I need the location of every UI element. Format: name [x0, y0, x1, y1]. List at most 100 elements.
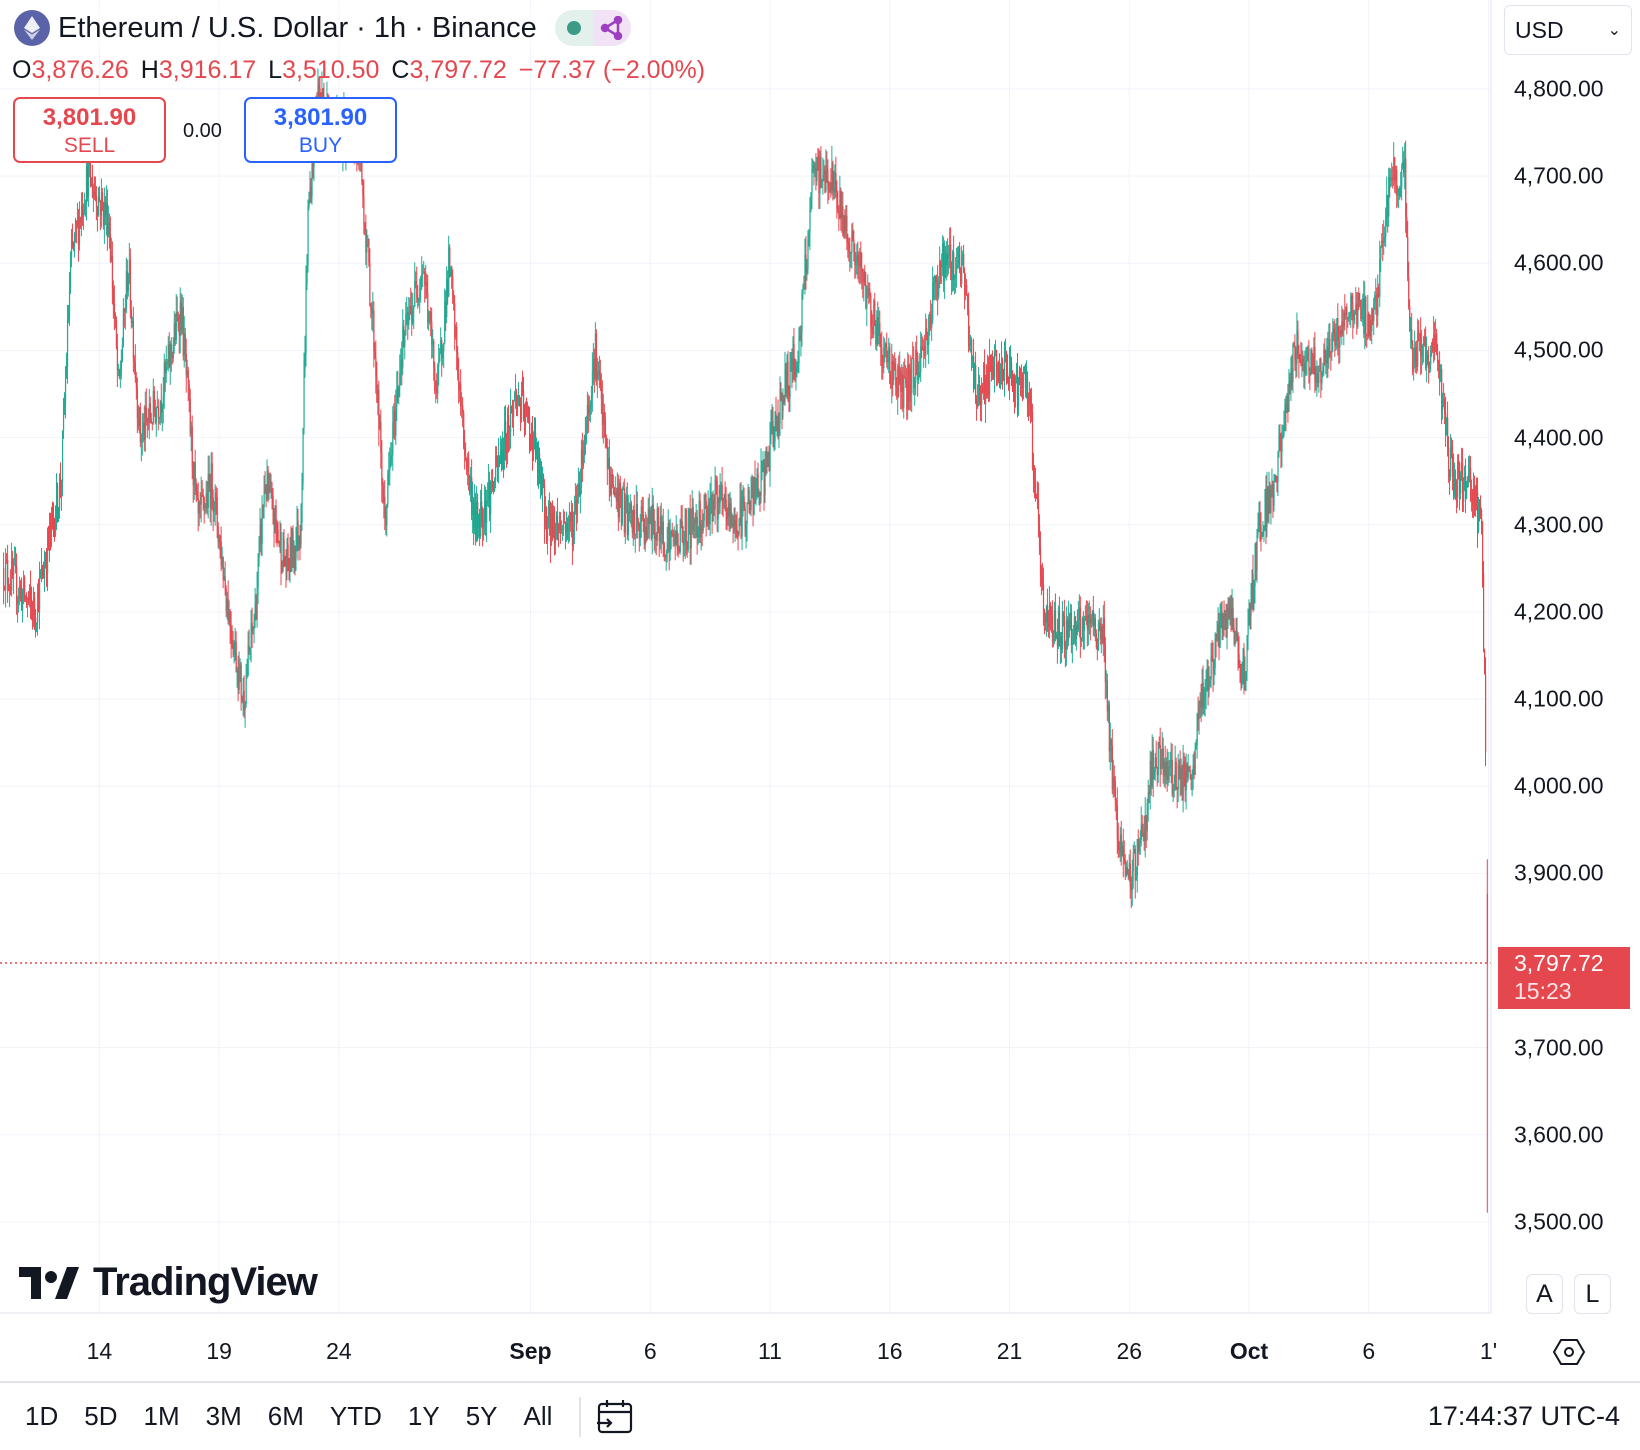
candle-body: [1058, 610, 1061, 646]
candle-body: [289, 537, 291, 568]
candle-body: [1123, 858, 1125, 861]
candle-body: [803, 287, 805, 290]
candle-body: [33, 597, 35, 622]
candle-body: [1042, 584, 1045, 610]
range-button-3m[interactable]: 3M: [205, 1401, 242, 1431]
range-button-5y[interactable]: 5Y: [465, 1401, 498, 1431]
range-button-all[interactable]: All: [523, 1401, 553, 1431]
candle-body: [291, 531, 293, 568]
candle-body: [1105, 680, 1107, 682]
share-icon[interactable]: [592, 10, 631, 46]
candle-body: [1070, 612, 1073, 645]
range-button-1m[interactable]: 1M: [143, 1401, 180, 1431]
candle-body: [477, 502, 479, 528]
candle-body: [178, 327, 180, 336]
candle-body: [179, 301, 181, 336]
candle-body: [1191, 774, 1193, 780]
candle-body: [47, 531, 49, 575]
candle-body: [1422, 345, 1424, 347]
candle-body: [122, 308, 125, 346]
time-axis-label: Oct: [1229, 1338, 1269, 1364]
time-axis-label: 11: [758, 1338, 782, 1364]
candle-body: [677, 547, 679, 550]
candle-body: [1275, 475, 1277, 480]
clock[interactable]: 17:44:37 UTC-4: [1427, 1401, 1620, 1431]
candle-body: [1236, 630, 1238, 634]
candle-body: [602, 412, 605, 426]
candle-body: [830, 182, 832, 191]
candle-body: [439, 352, 441, 362]
symbol-header[interactable]: Ethereum / U.S. Dollar · 1h · Binance: [14, 10, 631, 46]
auto-scale-button[interactable]: A: [1526, 1274, 1563, 1314]
candle-body: [711, 495, 713, 521]
tradingview-logo[interactable]: TradingView: [19, 1260, 318, 1305]
candle-body: [377, 389, 379, 403]
range-button-ytd[interactable]: YTD: [329, 1401, 382, 1431]
candle-body: [1433, 334, 1435, 352]
candle-body: [1253, 586, 1255, 594]
settings-gear-icon[interactable]: [1552, 1337, 1586, 1367]
candle-body: [995, 350, 997, 352]
candle-body: [183, 333, 185, 356]
candle-body: [571, 511, 574, 547]
candle-body: [25, 596, 27, 600]
candle-body: [662, 521, 664, 544]
candle-body: [87, 165, 90, 197]
time-axis-label: 16: [876, 1338, 903, 1364]
candle-body: [1316, 373, 1318, 383]
candle-body: [1231, 607, 1233, 617]
candle-body: [848, 244, 850, 252]
range-button-1y[interactable]: 1Y: [407, 1401, 440, 1431]
candle-body: [716, 480, 718, 520]
candle-body: [889, 347, 891, 384]
range-button-6m[interactable]: 6M: [267, 1401, 304, 1431]
candle-body: [1215, 638, 1217, 641]
status-pill[interactable]: [554, 10, 631, 46]
candle-body: [720, 484, 722, 490]
candle-body: [390, 455, 392, 462]
candle-body: [1175, 761, 1177, 789]
candle-body: [1468, 474, 1470, 481]
candle-body: [216, 497, 218, 527]
candle-body: [1382, 240, 1384, 243]
candle-body: [959, 247, 961, 273]
candle-body: [431, 321, 433, 346]
range-button-1d[interactable]: 1D: [25, 1401, 59, 1431]
buy-button[interactable]: 3,801.90 BUY: [244, 97, 397, 163]
candle-body: [116, 346, 119, 371]
candle-body: [516, 391, 518, 398]
candle-body: [1126, 867, 1128, 874]
candle-body: [1015, 370, 1018, 381]
candle-body: [273, 520, 275, 529]
candle-body: [171, 353, 173, 359]
candle-body: [492, 481, 494, 490]
candle-body: [166, 362, 168, 364]
candle-body: [932, 282, 934, 321]
candle-body: [296, 520, 298, 541]
candle-body: [1371, 309, 1373, 331]
candle-body: [200, 494, 202, 505]
candle-body: [1094, 618, 1097, 634]
candle-body: [1071, 643, 1074, 645]
go-to-date-calendar-icon[interactable]: [595, 1397, 635, 1437]
candle-body: [463, 412, 465, 447]
candle-body: [501, 451, 503, 469]
candle-body: [364, 223, 366, 232]
candle-body: [892, 360, 894, 381]
candle-body: [133, 359, 136, 363]
candle-body: [14, 564, 16, 566]
candle-body: [261, 504, 263, 544]
candle-body: [1264, 489, 1266, 529]
candle-body: [992, 366, 994, 370]
candle-body: [825, 168, 827, 192]
candle-body: [23, 576, 25, 592]
candle-body: [1460, 473, 1462, 494]
log-scale-button[interactable]: L: [1574, 1274, 1611, 1314]
candle-body: [1413, 365, 1415, 372]
candle-body: [108, 222, 111, 234]
range-button-5d[interactable]: 5D: [84, 1401, 118, 1431]
sell-button[interactable]: 3,801.90 SELL: [13, 97, 166, 163]
currency-select[interactable]: USD ⌄: [1504, 5, 1632, 55]
candle-body: [1465, 476, 1467, 499]
